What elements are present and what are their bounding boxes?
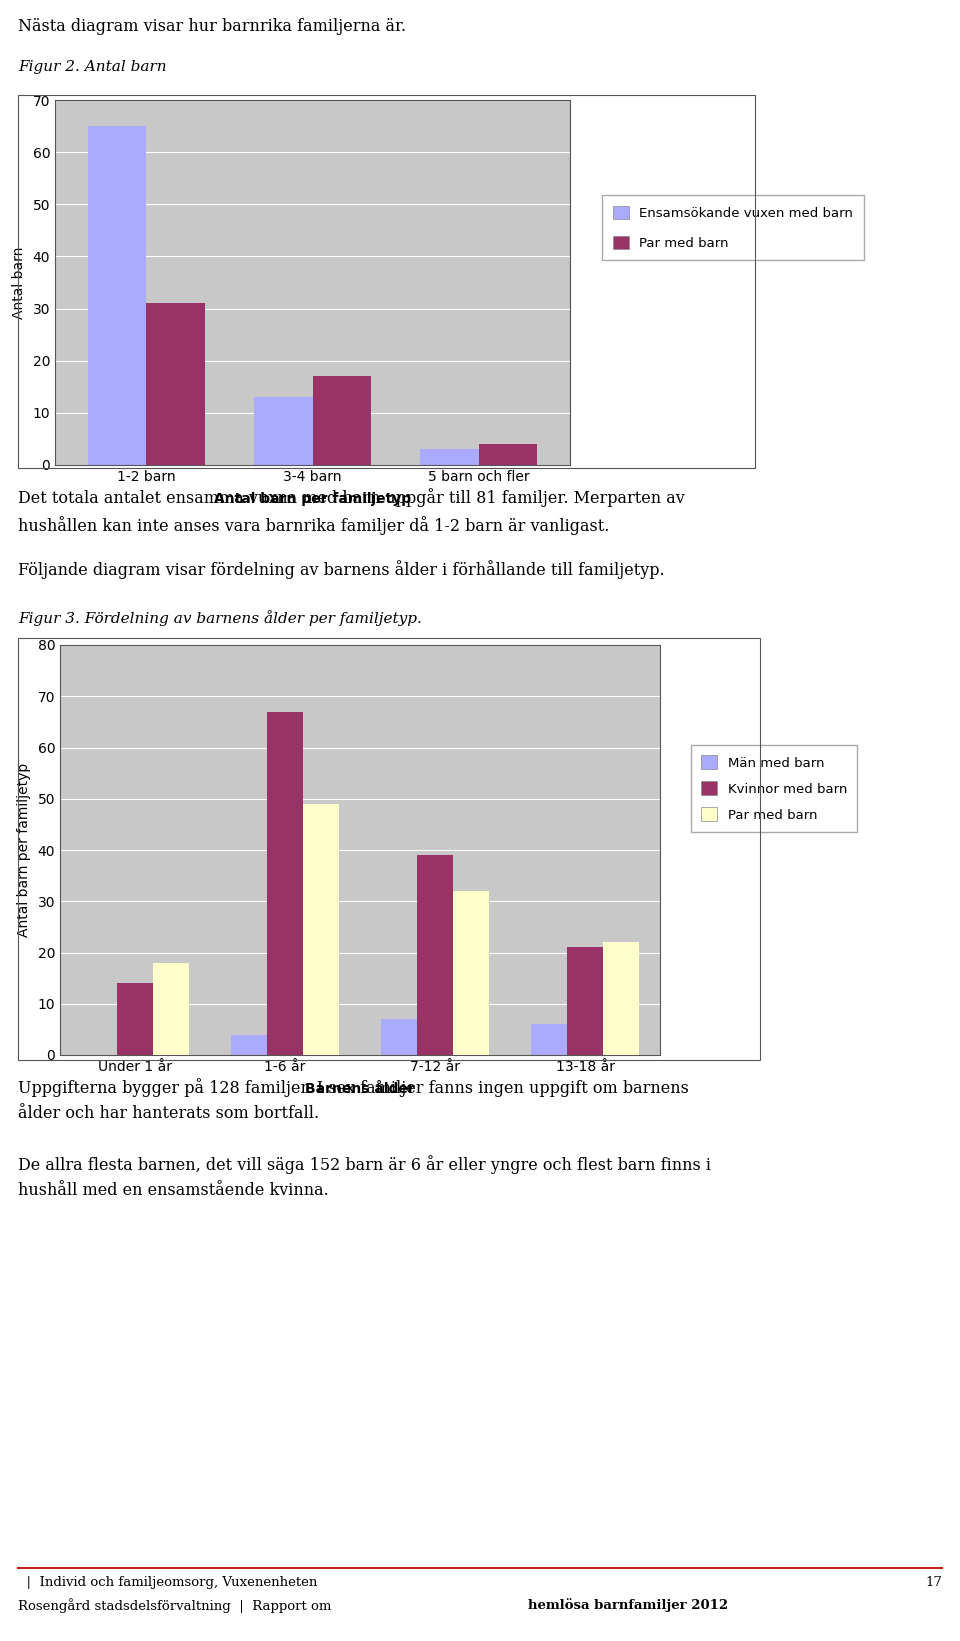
Text: 17: 17	[925, 1575, 942, 1588]
Bar	[88, 126, 146, 464]
Bar	[267, 712, 303, 1055]
Text: De allra flesta barnen, det vill säga 152 barn är 6 år eller yngre och flest bar: De allra flesta barnen, det vill säga 15…	[18, 1155, 711, 1198]
Bar	[153, 963, 189, 1055]
Text: Figur 2. Antal barn: Figur 2. Antal barn	[18, 61, 167, 74]
Y-axis label: Antal barn per familjetyp: Antal barn per familjetyp	[16, 763, 31, 937]
Legend: Ensamsökande vuxen med barn, Par med barn: Ensamsökande vuxen med barn, Par med bar…	[602, 195, 864, 261]
Bar	[313, 376, 371, 464]
Bar	[417, 855, 453, 1055]
Text: Det totala antalet ensamma vuxna med barn uppgår till 81 familjer. Merparten av
: Det totala antalet ensamma vuxna med bar…	[18, 487, 684, 535]
X-axis label: Barnens ålder: Barnens ålder	[305, 1081, 415, 1096]
Text: Rosengård stadsdelsförvaltning  |  Rapport om: Rosengård stadsdelsförvaltning | Rapport…	[18, 1598, 336, 1613]
Bar	[420, 450, 479, 464]
Bar	[567, 947, 603, 1055]
X-axis label: Antal barn per familjetyp: Antal barn per familjetyp	[214, 492, 411, 505]
Legend: Män med barn, Kvinnor med barn, Par med barn: Män med barn, Kvinnor med barn, Par med …	[690, 745, 857, 832]
Bar	[453, 891, 489, 1055]
Bar	[303, 804, 339, 1055]
Y-axis label: Antal barn: Antal barn	[12, 246, 26, 318]
Bar	[254, 397, 313, 464]
Bar	[381, 1019, 417, 1055]
Text: Figur 3. Fördelning av barnens ålder per familjetyp.: Figur 3. Fördelning av barnens ålder per…	[18, 610, 421, 625]
Text: Nästa diagram visar hur barnrika familjerna är.: Nästa diagram visar hur barnrika familje…	[18, 18, 406, 34]
Text: Uppgifterna bygger på 128 familjer. I sex familjer fanns ingen uppgift om barnen: Uppgifterna bygger på 128 familjer. I se…	[18, 1078, 689, 1122]
Text: |  Individ och familjeomsorg, Vuxenenheten: | Individ och familjeomsorg, Vuxenenhete…	[18, 1575, 318, 1588]
Bar	[531, 1024, 567, 1055]
Bar	[117, 983, 153, 1055]
Text: hemlösa barnfamiljer 2012: hemlösa barnfamiljer 2012	[528, 1598, 728, 1611]
Bar	[603, 942, 639, 1055]
Text: Följande diagram visar fördelning av barnens ålder i förhållande till familjetyp: Följande diagram visar fördelning av bar…	[18, 560, 664, 579]
Bar	[231, 1034, 267, 1055]
Bar	[146, 304, 204, 464]
Bar	[479, 445, 537, 464]
